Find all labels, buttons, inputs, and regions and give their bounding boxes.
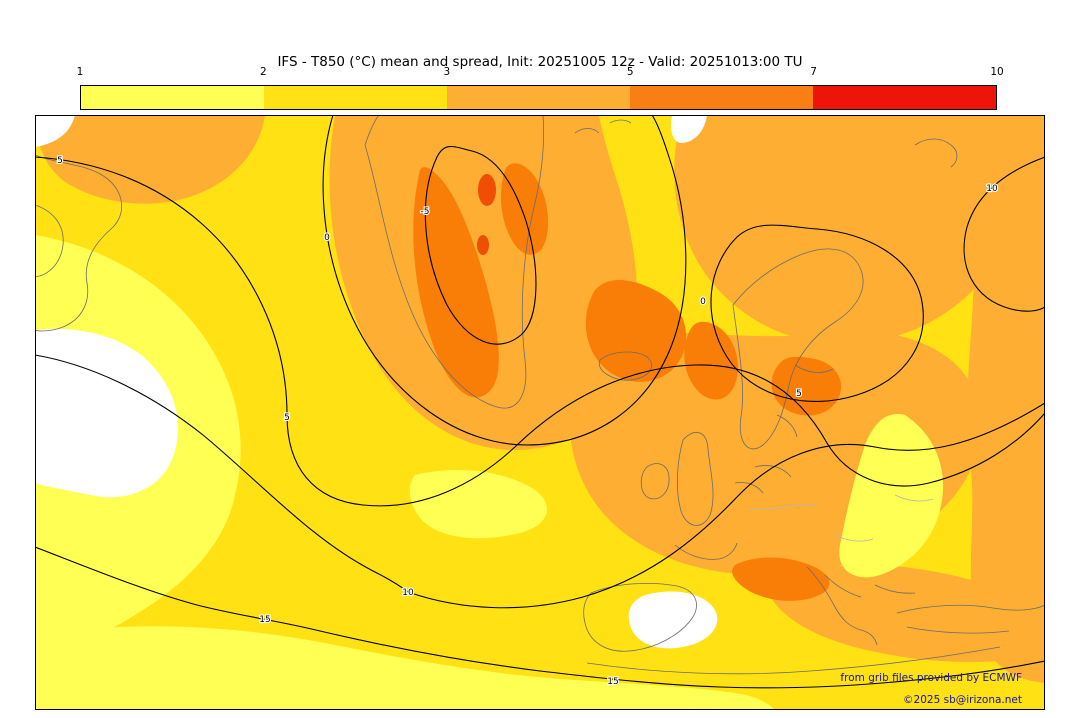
attribution-copyright: ©2025 sb@irizona.net — [903, 694, 1022, 706]
colorbar-tick-3: 3 — [443, 66, 451, 78]
contour-label: 5 — [57, 156, 63, 166]
colorbar-segment-5-7 — [630, 86, 813, 109]
contour-label: 10 — [402, 588, 414, 598]
colorbar — [80, 85, 997, 110]
colorbar-tick-7: 7 — [810, 66, 817, 78]
contour-label: 15 — [607, 677, 618, 687]
contour-labels-layer: 5 0 -5 5 5 10 10 15 15 0 — [56, 155, 999, 688]
contour-label: 15 — [259, 615, 270, 625]
map-frame — [35, 115, 1045, 710]
attribution: from grib files provided by ECMWF ©2025 … — [840, 672, 1022, 706]
map-canvas: 5 0 -5 5 5 10 10 15 15 0 from grib files… — [34, 114, 1046, 710]
colorbar-tick-2: 2 — [260, 66, 267, 78]
coastlines-layer — [34, 114, 1046, 675]
attribution-ecmwf: from grib files provided by ECMWF — [840, 672, 1022, 684]
spread-fill-layer — [35, 115, 1045, 710]
colorbar-tick-1: 1 — [76, 66, 84, 78]
colorbar-segment-2-3 — [264, 86, 447, 109]
chart-title: IFS - T850 (°C) mean and spread, Init: 2… — [277, 54, 803, 70]
colorbar-tick-10: 10 — [990, 66, 1004, 78]
contour-label: 10 — [986, 184, 998, 194]
contour-label: 5 — [796, 389, 802, 399]
colorbar-segment-3-5 — [447, 86, 630, 109]
colorbar-segment-1-2 — [81, 86, 264, 109]
colorbar-segment-7-10 — [813, 86, 996, 109]
contour-label: 5 — [284, 413, 290, 423]
contour-lines-layer — [34, 114, 1046, 689]
colorbar-tick-5: 5 — [626, 66, 634, 78]
contour-label: -5 — [421, 207, 430, 217]
colorbar-ticks: 1 2 3 5 7 10 — [76, 66, 1004, 80]
contour-label: 0 — [324, 233, 330, 243]
contour-label: 0 — [700, 297, 706, 307]
map-area: 5 0 -5 5 5 10 10 15 15 0 from grib files… — [34, 114, 1046, 710]
